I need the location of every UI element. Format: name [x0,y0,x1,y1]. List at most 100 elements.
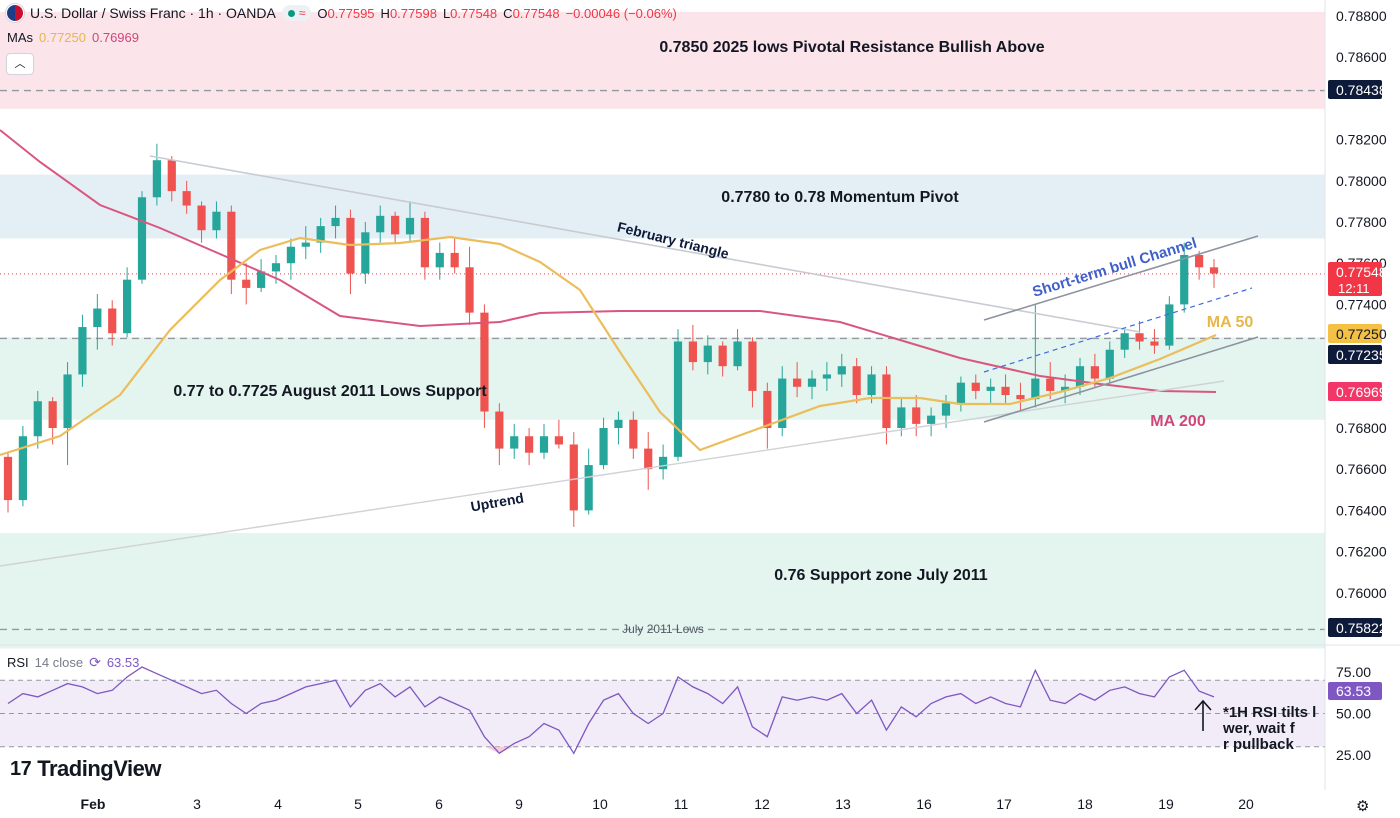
y-tick-label: 0.76800 [1336,420,1387,436]
zone-band [0,11,1325,109]
candle-body [882,374,891,428]
candle-body [778,378,787,428]
candle-body [941,403,951,416]
candle-body [1046,378,1055,391]
candle-body [376,215,385,233]
x-tick-label: 4 [274,796,282,812]
ohlc-close: C0.77548 [503,5,560,21]
y-tick-label: 0.78000 [1336,173,1387,189]
price-axis-tag [1328,618,1382,637]
candle-body [539,436,549,453]
y-tick-label: 0.77400 [1336,296,1387,312]
x-tick-label: 5 [354,796,362,812]
candle-body [1031,378,1040,400]
zone-band [0,174,1325,239]
zone-label: 0.77 to 0.7725 August 2011 Lows Support [173,383,487,400]
price-change: −0.00046 (−0.06%) [565,5,677,21]
x-tick-label: 11 [674,796,689,812]
candle-body [629,419,638,449]
x-tick-label: 6 [435,796,443,812]
candle-body [1150,341,1159,346]
candle-body [361,232,370,274]
price-axis-tag [1328,382,1382,401]
refresh-icon[interactable]: ⟳ [89,654,101,670]
tradingview-logo[interactable]: 17 TradingView [10,756,161,782]
ma-legend[interactable]: MAs 0.77250 0.76969 [7,30,139,45]
candle-body [525,436,534,453]
candle-body [793,378,802,387]
channel-lower-line [983,336,1259,423]
y-tick-label: 0.76400 [1336,502,1387,518]
candle-body [897,407,906,428]
candle-body [242,279,251,288]
x-tick-label: 3 [193,796,201,812]
candle-body [912,407,921,424]
channel-mid-line [983,287,1253,373]
price-axis-tag-label: 0.75822 [1336,620,1387,636]
price-axis-tag-label: 0.76969 [1336,384,1387,400]
ma200-line [0,129,1217,393]
ohlc-open: O0.77595 [317,5,375,21]
candle-body [78,327,87,375]
candle-body [48,401,57,428]
candle-body [673,341,683,457]
candle-body [1001,386,1010,396]
x-tick-label: 18 [1077,796,1093,812]
ma200-value: 0.76969 [92,30,139,45]
chart-annotation: MA 50 [1207,314,1254,331]
chart-annotation: MA 200 [1150,413,1206,430]
x-tick-label: 17 [996,796,1012,812]
candle-body [63,374,72,428]
rsi-value-tag [1328,682,1382,701]
zone-label: 0.76 Support zone July 2011 [774,567,988,584]
candle-body [584,465,593,511]
candle-body [644,448,653,470]
candle-body [435,252,444,268]
candle-body [108,308,117,334]
candle-body [93,308,102,328]
candle-body [212,211,221,231]
candle-body [748,341,757,391]
candle-body [1016,395,1025,400]
y-tick-label: 0.76200 [1336,544,1387,560]
candle-body [316,226,325,243]
x-tick-label: 20 [1238,796,1254,812]
market-status-pill[interactable]: ≈ [281,5,312,21]
rsi-legend[interactable]: RSI 14 close ⟳ 63.53 [7,654,139,671]
x-tick-label: Feb [81,796,106,812]
candle-body [271,263,281,272]
rsi-line [7,666,1215,755]
settings-gear-icon[interactable]: ⚙ [1356,798,1370,815]
candle-body [837,366,846,375]
candle-body [1120,333,1129,350]
candle-body [554,436,563,445]
symbol-title[interactable]: U.S. Dollar / Swiss Franc · 1h · OANDA [30,5,276,21]
candle-body [301,242,310,247]
uptrend-line [0,380,1225,567]
collapse-legend-button[interactable]: ︿ [6,53,34,75]
market-open-icon [287,9,295,17]
candle-body [718,345,727,367]
y-tick-label: 0.78200 [1336,132,1387,148]
candle-body [688,341,697,363]
y-tick-label: 0.76600 [1336,461,1387,477]
candle-body [614,419,623,428]
price-axis-tag [1328,80,1382,99]
price-axis-tag [1328,262,1382,296]
chart-annotation: July 2011 Lows [622,622,704,636]
candle-body [286,246,295,264]
candle-body [33,401,42,437]
candle-body [1105,349,1114,379]
candle-body [956,382,965,404]
candle-body [391,215,400,235]
candle-body [1165,304,1174,346]
countdown-label: 12:11 [1338,281,1370,296]
candle-body [1061,386,1070,391]
x-tick-label: 16 [916,796,932,812]
candle-body [1195,254,1204,268]
candle-body [852,366,861,396]
candle-body [152,160,161,198]
candles-layer [3,143,1219,527]
